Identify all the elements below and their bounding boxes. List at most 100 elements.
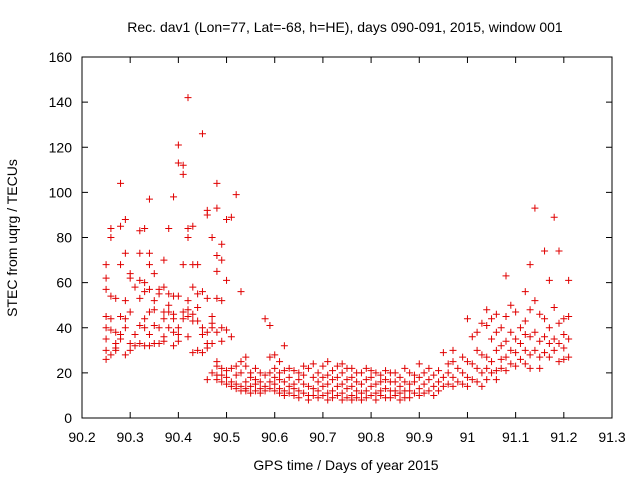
data-point — [454, 364, 462, 372]
data-point — [194, 303, 202, 311]
data-point — [189, 349, 197, 357]
y-tick-label: 120 — [49, 139, 73, 155]
data-point — [165, 224, 173, 232]
data-point — [295, 376, 303, 384]
data-point — [150, 270, 158, 278]
data-point — [382, 367, 390, 375]
data-point — [218, 337, 226, 345]
data-point — [102, 324, 110, 332]
data-point — [473, 346, 481, 354]
data-point — [314, 369, 322, 377]
data-point — [333, 382, 341, 390]
data-point — [531, 328, 539, 336]
data-point — [280, 391, 288, 399]
data-point — [425, 364, 433, 372]
data-point — [141, 315, 149, 323]
x-tick-label: 90.5 — [213, 429, 240, 445]
data-point — [512, 349, 520, 357]
data-point — [107, 224, 115, 232]
data-point — [541, 349, 549, 357]
data-point — [545, 324, 553, 332]
data-point — [430, 371, 438, 379]
y-tick-label: 20 — [56, 365, 72, 381]
data-point — [131, 342, 139, 350]
data-point — [353, 387, 361, 395]
data-point — [179, 261, 187, 269]
data-point — [324, 389, 332, 397]
data-point — [160, 283, 168, 291]
data-point — [430, 382, 438, 390]
data-point — [521, 331, 529, 339]
data-point — [285, 389, 293, 397]
data-point — [218, 297, 226, 305]
data-point — [102, 335, 110, 343]
chart-title: Rec. dav1 (Lon=77, Lat=-68, h=HE), days … — [127, 19, 563, 35]
data-point — [492, 310, 500, 318]
x-tick-label: 91 — [460, 429, 476, 445]
data-point — [136, 321, 144, 329]
data-point — [449, 346, 457, 354]
data-point — [367, 382, 375, 390]
data-point — [507, 328, 515, 336]
data-point — [112, 328, 120, 336]
data-point — [560, 344, 568, 352]
data-point — [401, 364, 409, 372]
data-point — [406, 387, 414, 395]
data-point — [208, 369, 216, 377]
data-point — [242, 387, 250, 395]
data-point — [483, 321, 491, 329]
data-point — [357, 396, 365, 404]
data-point — [555, 319, 563, 327]
data-point — [473, 378, 481, 386]
data-point — [550, 303, 558, 311]
data-point — [280, 367, 288, 375]
data-point — [223, 380, 231, 388]
data-point — [372, 380, 380, 388]
data-point — [309, 373, 317, 381]
data-point — [213, 267, 221, 275]
data-point — [372, 389, 380, 397]
data-point — [324, 371, 332, 379]
data-point — [121, 315, 129, 323]
data-point — [439, 373, 447, 381]
data-point — [516, 324, 524, 332]
data-point — [483, 364, 491, 372]
data-point — [218, 256, 226, 264]
data-point — [150, 321, 158, 329]
data-point — [242, 362, 250, 370]
data-point — [170, 328, 178, 336]
data-point — [555, 340, 563, 348]
data-point — [150, 306, 158, 314]
data-point — [516, 340, 524, 348]
data-point — [121, 324, 129, 332]
data-point — [295, 387, 303, 395]
data-point — [502, 367, 510, 375]
data-point — [410, 389, 418, 397]
data-point — [261, 371, 269, 379]
data-point — [386, 394, 394, 402]
data-point — [141, 224, 149, 232]
data-point — [112, 344, 120, 352]
data-point — [555, 358, 563, 366]
data-point — [545, 276, 553, 284]
data-point — [208, 340, 216, 348]
data-point — [145, 195, 153, 203]
data-point — [276, 358, 284, 366]
data-point — [550, 213, 558, 221]
data-point — [165, 308, 173, 316]
x-tick-label: 90.8 — [357, 429, 384, 445]
axis-ticks — [81, 56, 613, 419]
data-point — [232, 371, 240, 379]
data-point — [545, 353, 553, 361]
data-point — [372, 396, 380, 404]
data-point — [492, 346, 500, 354]
data-point — [184, 312, 192, 320]
data-point — [300, 371, 308, 379]
data-point — [165, 301, 173, 309]
data-point — [256, 378, 264, 386]
data-point — [348, 364, 356, 372]
data-point — [521, 360, 529, 368]
data-point — [468, 376, 476, 384]
data-point — [372, 369, 380, 377]
